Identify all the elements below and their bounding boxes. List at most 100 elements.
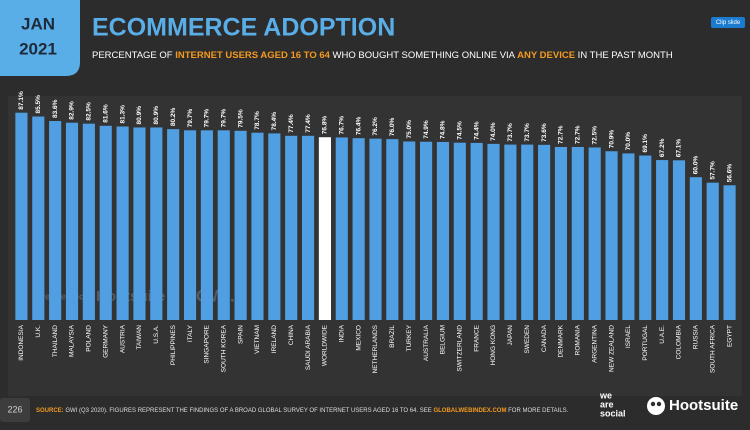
- bar: [403, 141, 416, 320]
- hootsuite-eye: [650, 401, 656, 407]
- category-label: GERMANY: [102, 324, 109, 358]
- source-link: GLOBALWEBINDEX.COM: [433, 408, 506, 414]
- bar: [318, 137, 331, 320]
- value-label: 73.6%: [541, 123, 548, 142]
- category-label: IRELAND: [271, 325, 278, 353]
- value-label: 87.1%: [18, 91, 25, 110]
- hootsuite-eye: [656, 401, 662, 407]
- bar: [200, 130, 213, 320]
- category-label: POLAND: [86, 325, 93, 352]
- value-label: 75.0%: [406, 120, 413, 139]
- bar: [352, 138, 365, 320]
- bar: [150, 127, 163, 320]
- value-label: 81.3%: [119, 105, 126, 124]
- value-label: 74.4%: [473, 121, 480, 140]
- bar: [639, 155, 652, 320]
- chart-title: ECOMMERCE ADOPTION: [92, 14, 395, 42]
- category-label: SINGAPORE: [204, 324, 211, 363]
- bar: [335, 137, 348, 320]
- badge-month: JAN: [21, 14, 55, 33]
- value-label: 73.7%: [507, 123, 514, 142]
- value-label: 74.5%: [457, 121, 464, 140]
- chart-subtitle: PERCENTAGE OF INTERNET USERS AGED 16 TO …: [92, 50, 673, 61]
- value-label: 67.1%: [676, 139, 683, 158]
- category-label: SWITZERLAND: [457, 325, 464, 372]
- category-label: U.A.E.: [659, 325, 666, 344]
- logo-word: we: [599, 390, 612, 400]
- category-label: NETHERLANDS: [372, 324, 379, 373]
- category-label: COLOMBIA: [676, 324, 683, 359]
- page-number: 226: [7, 404, 22, 414]
- subtitle-part: WHO BOUGHT SOMETHING ONLINE VIA: [330, 50, 517, 61]
- hootsuite-logo: Hootsuite: [669, 397, 738, 414]
- bar: [15, 112, 28, 321]
- bar: [538, 144, 551, 320]
- value-label: 76.2%: [372, 117, 379, 136]
- logo-word: are: [600, 399, 614, 409]
- category-label: FRANCE: [473, 324, 480, 351]
- bar: [268, 133, 281, 320]
- clip-button-label[interactable]: Clip slide: [716, 20, 741, 26]
- logo-word: social: [600, 408, 626, 418]
- bar: [622, 153, 635, 320]
- category-label: EGYPT: [726, 325, 733, 347]
- value-label: 67.2%: [659, 138, 666, 157]
- category-label: MALAYSIA: [69, 324, 76, 357]
- category-label: ITALY: [187, 324, 194, 342]
- bar: [656, 160, 669, 320]
- category-label: BRAZIL: [389, 325, 396, 348]
- bar: [217, 130, 230, 320]
- value-label: 72.5%: [591, 126, 598, 145]
- value-label: 77.4%: [288, 114, 295, 133]
- bar: [571, 146, 584, 320]
- bar: [32, 116, 45, 320]
- value-label: 74.8%: [440, 120, 447, 139]
- value-label: 80.9%: [136, 106, 143, 125]
- bar: [65, 122, 79, 320]
- category-label: NEW ZEALAND: [608, 325, 615, 372]
- category-label: RUSSIA: [693, 324, 700, 349]
- bar: [167, 129, 180, 320]
- bar: [420, 141, 433, 320]
- value-label: 79.7%: [187, 109, 194, 128]
- source-label: SOURCE:: [36, 408, 64, 414]
- value-label: 69.1%: [642, 134, 649, 153]
- value-label: 82.9%: [69, 101, 76, 120]
- value-label: 82.5%: [86, 102, 93, 121]
- value-label: 76.0%: [389, 117, 396, 136]
- source-end: FOR MORE DETAILS.: [506, 408, 568, 414]
- category-label: THAILAND: [52, 325, 59, 357]
- clip-button-bg[interactable]: [711, 17, 745, 28]
- value-label: 56.6%: [726, 164, 733, 183]
- category-label: HONG KONG: [490, 325, 497, 365]
- clip-button[interactable]: Clip slide: [711, 17, 745, 28]
- category-label: VIETNAM: [254, 325, 261, 354]
- category-label: INDONESIA: [18, 324, 25, 360]
- bar: [386, 139, 399, 320]
- subtitle-part: PERCENTAGE OF: [92, 50, 175, 61]
- page-number-box: [0, 398, 30, 422]
- value-label: 57.7%: [709, 161, 716, 180]
- category-label: SWEDEN: [524, 325, 531, 354]
- category-label: SOUTH AFRICA: [709, 324, 716, 373]
- subtitle-part: ANY DEVICE: [517, 50, 575, 61]
- value-label: 79.7%: [220, 109, 227, 128]
- category-label: TAIWAN: [136, 325, 143, 350]
- category-label: JAPAN: [507, 325, 514, 346]
- subtitle-part: INTERNET USERS AGED 16 TO 64: [175, 50, 330, 61]
- date-badge: [0, 0, 80, 76]
- bar: [234, 130, 247, 320]
- category-label: MEXICO: [355, 325, 362, 351]
- bar: [82, 123, 95, 321]
- source-note: SOURCE: GWI (Q3 2020). FIGURES REPRESENT…: [36, 408, 569, 414]
- value-label: 79.7%: [204, 109, 211, 128]
- source-text: GWI (Q3 2020). FIGURES REPRESENT THE FIN…: [64, 408, 434, 414]
- category-label: AUSTRALIA: [423, 324, 430, 361]
- value-label: 83.6%: [52, 99, 59, 118]
- bar: [588, 147, 601, 320]
- value-label: 72.7%: [575, 125, 582, 144]
- value-label: 70.0%: [625, 132, 632, 151]
- value-label: 78.7%: [254, 111, 261, 130]
- value-label: 74.9%: [423, 120, 430, 139]
